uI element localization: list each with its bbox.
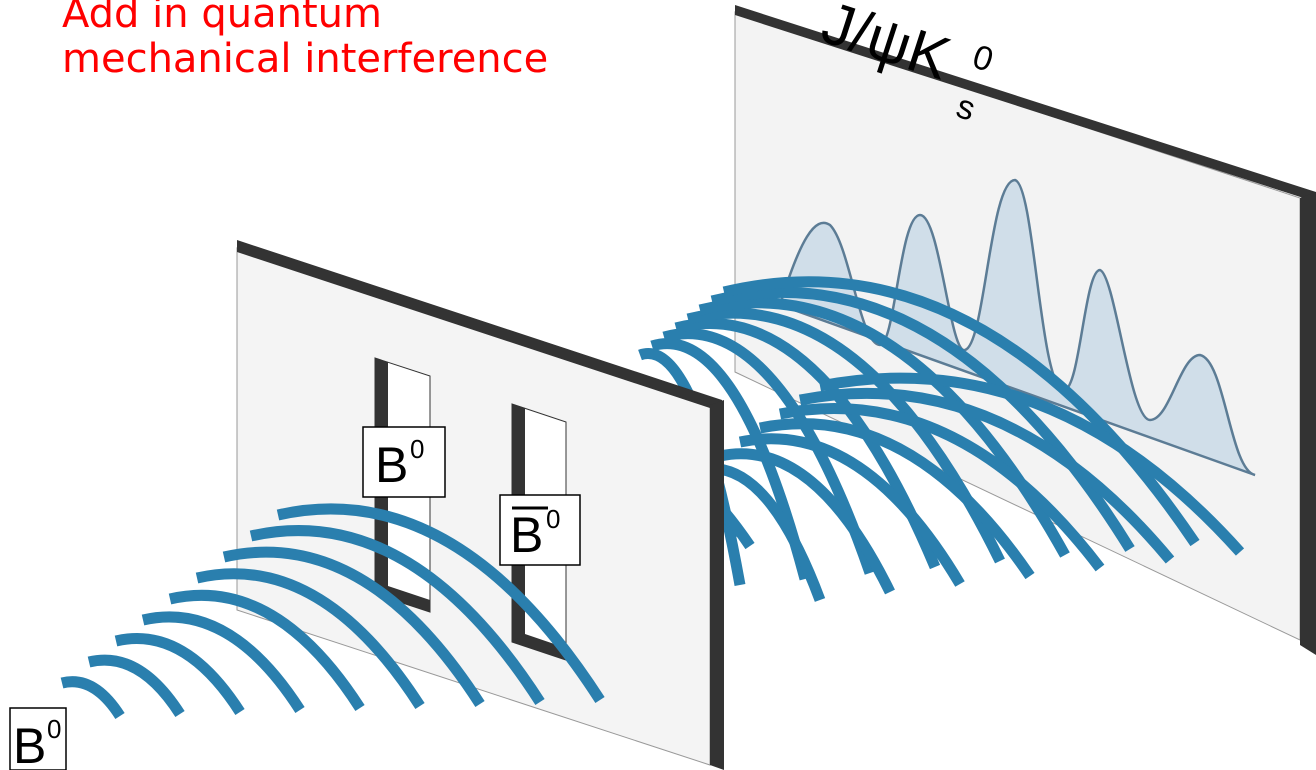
- title-line: Add in quantum: [62, 0, 382, 37]
- detector-screen: [735, 5, 1316, 655]
- slit-label-box: B 0: [363, 427, 445, 497]
- slit-label-box: B 0: [500, 495, 580, 565]
- wave: [62, 682, 120, 716]
- slit-label-sup: 0: [410, 434, 424, 464]
- slit-label-base: B: [510, 507, 543, 563]
- screen-label-sup: 0: [968, 38, 998, 80]
- source-label-sup: 0: [47, 714, 61, 744]
- wave: [89, 660, 180, 714]
- wave: [116, 639, 240, 712]
- slit-label-base: B: [375, 437, 408, 493]
- source-label-box: B 0: [10, 708, 66, 770]
- diagram: Add in quantum mechanical interference J…: [0, 0, 1316, 770]
- slit-label-sup: 0: [546, 504, 560, 534]
- title-line: mechanical interference: [62, 36, 548, 82]
- source-label-base: B: [13, 718, 46, 770]
